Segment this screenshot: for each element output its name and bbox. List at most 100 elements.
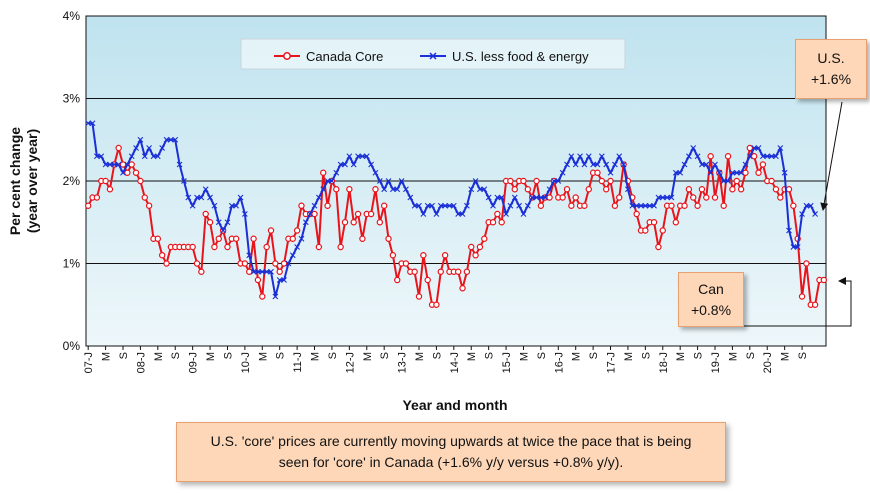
us-callout: U.S. +1.6% [795, 39, 867, 99]
y-axis-title: Per cent change (year over year) [7, 127, 40, 235]
data-point [724, 153, 732, 160]
data-point [685, 153, 692, 160]
y-tick-label: 3% [63, 92, 81, 106]
data-point [668, 202, 675, 209]
data-point [285, 260, 292, 267]
data-point [398, 178, 405, 184]
data-point [598, 153, 605, 160]
data-point [607, 177, 614, 185]
data-point [698, 186, 706, 193]
data-point [415, 293, 423, 300]
data-point [411, 268, 418, 275]
data-point [263, 243, 270, 251]
data-point [420, 211, 427, 217]
data-point [320, 186, 327, 193]
data-point [254, 276, 262, 284]
data-point [298, 235, 305, 242]
data-point [341, 219, 349, 226]
data-point [211, 202, 218, 209]
data-point [89, 120, 96, 127]
data-point [607, 169, 614, 176]
data-point [159, 145, 166, 151]
data-point [150, 153, 157, 160]
data-point [498, 194, 505, 201]
data-point [424, 276, 431, 284]
data-point [590, 161, 597, 168]
data-point [785, 186, 793, 193]
x-tick-label: 12-J [344, 352, 356, 373]
data-point [703, 161, 710, 168]
data-point [85, 120, 92, 127]
data-point [820, 276, 828, 284]
data-point [368, 161, 375, 168]
data-point [202, 186, 209, 193]
data-point [798, 293, 806, 300]
data-point [659, 194, 666, 201]
data-point [498, 219, 505, 226]
data-point [280, 260, 288, 267]
x-tick-label: M [623, 352, 635, 361]
data-point [315, 243, 323, 251]
svg-text:(year over year): (year over year) [24, 129, 40, 233]
data-point [520, 211, 527, 217]
data-point [372, 186, 379, 193]
x-tick-label: S [118, 352, 130, 359]
data-point [572, 161, 579, 168]
data-point [733, 169, 740, 176]
data-point [803, 260, 810, 267]
data-point [181, 178, 187, 184]
data-point [259, 268, 266, 275]
data-point [202, 210, 209, 218]
data-point [185, 194, 192, 201]
data-point [333, 169, 340, 176]
data-point [194, 194, 200, 201]
us-callout-line1: U.S. [817, 50, 845, 66]
data-point [246, 268, 253, 275]
data-point [141, 194, 148, 201]
data-point [172, 136, 179, 143]
data-point [803, 202, 810, 209]
data-point [272, 260, 279, 267]
data-point [246, 252, 253, 259]
x-tick-label: M [310, 352, 322, 361]
data-point [137, 177, 144, 185]
data-point [389, 186, 396, 193]
data-point [633, 210, 640, 218]
data-point [672, 219, 680, 226]
summary-note-line1: U.S. 'core' prices are currently moving … [210, 433, 692, 449]
data-point [189, 202, 196, 209]
data-point [198, 268, 205, 275]
summary-note-line2: seen for 'core' in Canada (+1.6% y/y ver… [278, 454, 624, 470]
data-point [241, 211, 248, 217]
data-point [189, 243, 196, 251]
x-tick-label: S [275, 352, 287, 359]
data-point [124, 161, 131, 168]
data-point [481, 235, 488, 242]
data-point [320, 169, 327, 176]
data-point [720, 178, 727, 184]
data-point [437, 202, 444, 209]
data-point [602, 186, 610, 193]
data-point [433, 301, 440, 308]
data-point [459, 211, 466, 217]
y-tick-label: 1% [63, 257, 81, 271]
data-point [733, 177, 740, 185]
data-point [585, 153, 592, 160]
us-callout-line2: +1.6% [810, 71, 852, 87]
data-point [276, 277, 283, 283]
data-point [750, 153, 758, 160]
can-callout-line2: +0.8% [690, 302, 732, 318]
data-point [437, 268, 444, 275]
x-tick-label: M [571, 352, 583, 361]
data-point [746, 144, 754, 152]
data-point [359, 235, 366, 242]
data-point [790, 202, 797, 209]
data-point [446, 202, 453, 209]
data-point [107, 161, 113, 168]
x-tick-label: M [153, 352, 165, 361]
data-point [633, 202, 640, 209]
data-point [255, 268, 261, 275]
data-point [472, 178, 479, 184]
data-point [228, 202, 235, 209]
data-point [520, 177, 527, 185]
